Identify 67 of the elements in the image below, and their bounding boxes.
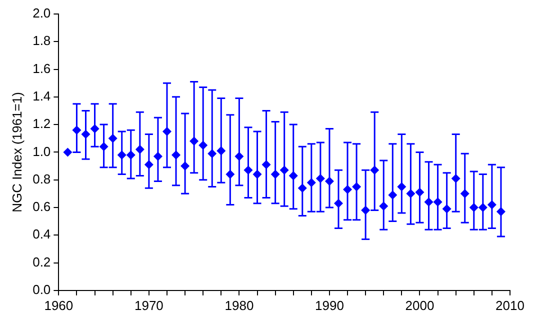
point: [100, 142, 108, 151]
x-tick-label: 1960: [44, 298, 74, 313]
point: [90, 124, 100, 134]
point: [280, 166, 289, 174]
point: [244, 166, 253, 174]
point: [433, 198, 442, 206]
point: [252, 170, 262, 179]
point: [478, 203, 488, 212]
point: [406, 189, 416, 198]
point: [271, 170, 280, 179]
point: [488, 200, 496, 210]
point: [126, 150, 136, 160]
x-tick-label: 2000: [405, 298, 434, 313]
point: [162, 127, 172, 136]
y-tick-label: 1.2: [32, 116, 51, 132]
point: [262, 160, 271, 169]
point: [298, 184, 307, 192]
y-tick-label: 1.6: [32, 60, 51, 76]
point: [190, 136, 198, 146]
point: [460, 189, 470, 198]
y-tick-label: 0.8: [32, 171, 51, 186]
point: [424, 198, 434, 206]
y-tick-label: 1.8: [32, 33, 51, 48]
y-tick-label: 0.2: [32, 254, 51, 270]
point: [234, 152, 244, 161]
y-tick-label: 2.0: [32, 6, 51, 21]
point: [208, 149, 216, 158]
point: [370, 166, 379, 174]
point: [108, 134, 118, 143]
point: [289, 171, 298, 180]
point: [180, 162, 190, 170]
point: [198, 140, 208, 150]
point: [415, 188, 424, 197]
point: [352, 182, 361, 192]
point: [144, 160, 154, 169]
point: [379, 202, 388, 210]
point: [343, 185, 352, 194]
x-tick-label: 1980: [224, 298, 254, 313]
y-tick-label: 0.6: [32, 199, 51, 214]
y-tick-label: 0.0: [32, 282, 51, 297]
point: [325, 176, 334, 186]
point: [136, 145, 144, 154]
x-tick-label: 1990: [315, 298, 344, 313]
point: [72, 126, 82, 134]
y-tick-label: 1.4: [32, 88, 51, 104]
x-tick-label: 2010: [496, 298, 524, 313]
point: [334, 199, 343, 208]
point: [307, 178, 316, 187]
point: [81, 130, 90, 139]
point: [452, 174, 460, 183]
point: [470, 203, 478, 212]
point: [226, 170, 234, 179]
point: [442, 204, 452, 214]
point: [496, 207, 506, 216]
y-tick-label: 1.0: [32, 144, 51, 159]
point: [172, 150, 180, 160]
point: [118, 150, 126, 160]
y-axis-title: NGC Index (1961=1): [9, 92, 24, 212]
point: [316, 174, 325, 183]
point: [63, 148, 72, 156]
point: [361, 206, 370, 215]
point: [216, 146, 226, 156]
point: [388, 190, 397, 200]
point: [154, 152, 162, 161]
y-tick-label: 0.4: [32, 226, 51, 242]
point: [397, 182, 406, 192]
x-tick-label: 1970: [134, 298, 164, 313]
